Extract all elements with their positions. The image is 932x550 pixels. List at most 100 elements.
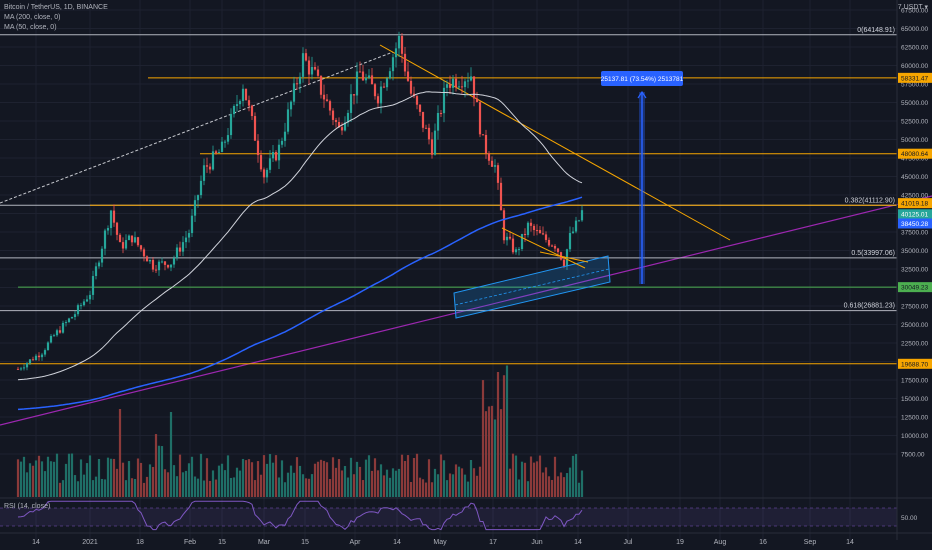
volume-bar	[550, 479, 554, 497]
channel-midline	[454, 268, 610, 306]
candle-body	[52, 335, 56, 337]
price-tag-bg	[898, 209, 932, 220]
candle-body	[85, 299, 89, 302]
candle-body	[352, 94, 356, 96]
volume-bar	[556, 476, 560, 497]
candle-body	[46, 342, 50, 351]
price-tag-text: 19688.70	[901, 361, 928, 368]
volume-bar	[298, 465, 302, 497]
candle-body	[112, 210, 116, 223]
volume-bar	[214, 479, 218, 497]
volume-bar	[127, 461, 131, 497]
candle-body	[433, 130, 437, 155]
ma50-legend[interactable]: MA (50, close, 0)	[4, 24, 57, 31]
time-tick-label: 14	[393, 539, 401, 546]
candle-body	[271, 152, 275, 159]
candle-body	[94, 266, 98, 277]
volume-bar	[181, 472, 185, 497]
wedge-line	[501, 227, 586, 269]
candle-body	[538, 230, 542, 234]
candle-body	[223, 141, 227, 143]
volume-bar	[355, 461, 359, 497]
wedge-line	[539, 251, 589, 263]
volume-bar	[352, 474, 356, 497]
candle-body	[394, 48, 398, 58]
volume-bar	[64, 463, 68, 497]
volume-bar	[307, 478, 311, 497]
measure-label-text: 25137.81 (73.54%) 2513781	[601, 76, 684, 83]
candle-body	[580, 210, 584, 221]
price-tag-text: 41019.18	[901, 201, 928, 208]
volume-bar	[109, 458, 113, 497]
volume-bar	[577, 482, 581, 497]
candle-body	[370, 75, 374, 85]
volume-bar	[439, 454, 443, 497]
volume-bar	[478, 466, 482, 497]
candle-body	[571, 231, 575, 234]
candle-body	[208, 166, 212, 170]
candle-body	[262, 169, 266, 178]
fib-level-label: 0(64148.91)	[857, 27, 895, 34]
volume-bar	[223, 470, 227, 497]
volume-bar	[73, 475, 77, 497]
candle-body	[67, 318, 71, 323]
currency-label[interactable]: 7 USDT ▾	[897, 4, 928, 11]
price-tag-bg	[898, 358, 932, 369]
price-tag-bg	[898, 282, 932, 293]
volume-bar	[145, 476, 149, 497]
volume-bar	[508, 468, 512, 497]
candle-body	[151, 259, 155, 270]
volume-bar	[118, 409, 122, 497]
volume-bar	[370, 470, 374, 497]
candle-body	[430, 139, 434, 155]
volume-bar	[442, 460, 446, 497]
candle-body	[40, 354, 44, 358]
candle-body	[463, 81, 467, 88]
candle-body	[259, 155, 263, 170]
price-tag: 38450.28	[898, 218, 932, 229]
time-tick-label: 19	[676, 539, 684, 546]
price-tick-label: 55000.00	[901, 100, 928, 107]
price-tick-label: 47500.00	[901, 156, 928, 163]
volume-bar	[229, 477, 233, 497]
candle-body	[97, 262, 101, 267]
time-tick-label: 17	[489, 539, 497, 546]
price-tick-label: 65000.00	[901, 26, 928, 33]
volume-bar	[334, 467, 338, 497]
volume-bar	[235, 467, 239, 497]
candle-body	[454, 78, 458, 88]
price-tick-label: 32500.00	[901, 267, 928, 274]
volume-bar	[421, 479, 425, 497]
candle-body	[547, 239, 551, 246]
price-tag-bg	[898, 148, 932, 159]
candle-body	[502, 210, 506, 241]
candle-body	[532, 225, 536, 231]
candle-body	[286, 109, 290, 132]
volume-bar	[55, 453, 59, 497]
volume-bar	[349, 457, 353, 497]
symbol-legend[interactable]: Bitcoin / TetherUS, 1D, BINANCE	[4, 4, 108, 11]
candle-body	[145, 256, 149, 262]
rsi-legend[interactable]: RSI (14, close)	[4, 503, 51, 510]
candle-body	[130, 235, 134, 243]
time-tick-label: 14	[846, 539, 854, 546]
volume-bar	[160, 446, 164, 497]
volume-bar	[256, 461, 260, 497]
volume-bar	[91, 480, 95, 497]
candle-body	[439, 113, 443, 115]
time-tick-label: Feb	[184, 539, 196, 546]
volume-bar	[226, 455, 230, 497]
price-tick-label: 27500.00	[901, 304, 928, 311]
volume-bar	[538, 455, 542, 497]
candle-body	[256, 140, 260, 156]
candle-body	[289, 101, 293, 110]
ma200-legend[interactable]: MA (200, close, 0)	[4, 14, 61, 21]
volume-bar	[412, 458, 416, 497]
candle-body	[214, 151, 218, 153]
volume-bar	[34, 460, 38, 497]
candle-body	[88, 294, 92, 300]
volume-bar	[337, 459, 341, 497]
volume-bar	[529, 456, 533, 497]
candle-body	[298, 76, 302, 84]
